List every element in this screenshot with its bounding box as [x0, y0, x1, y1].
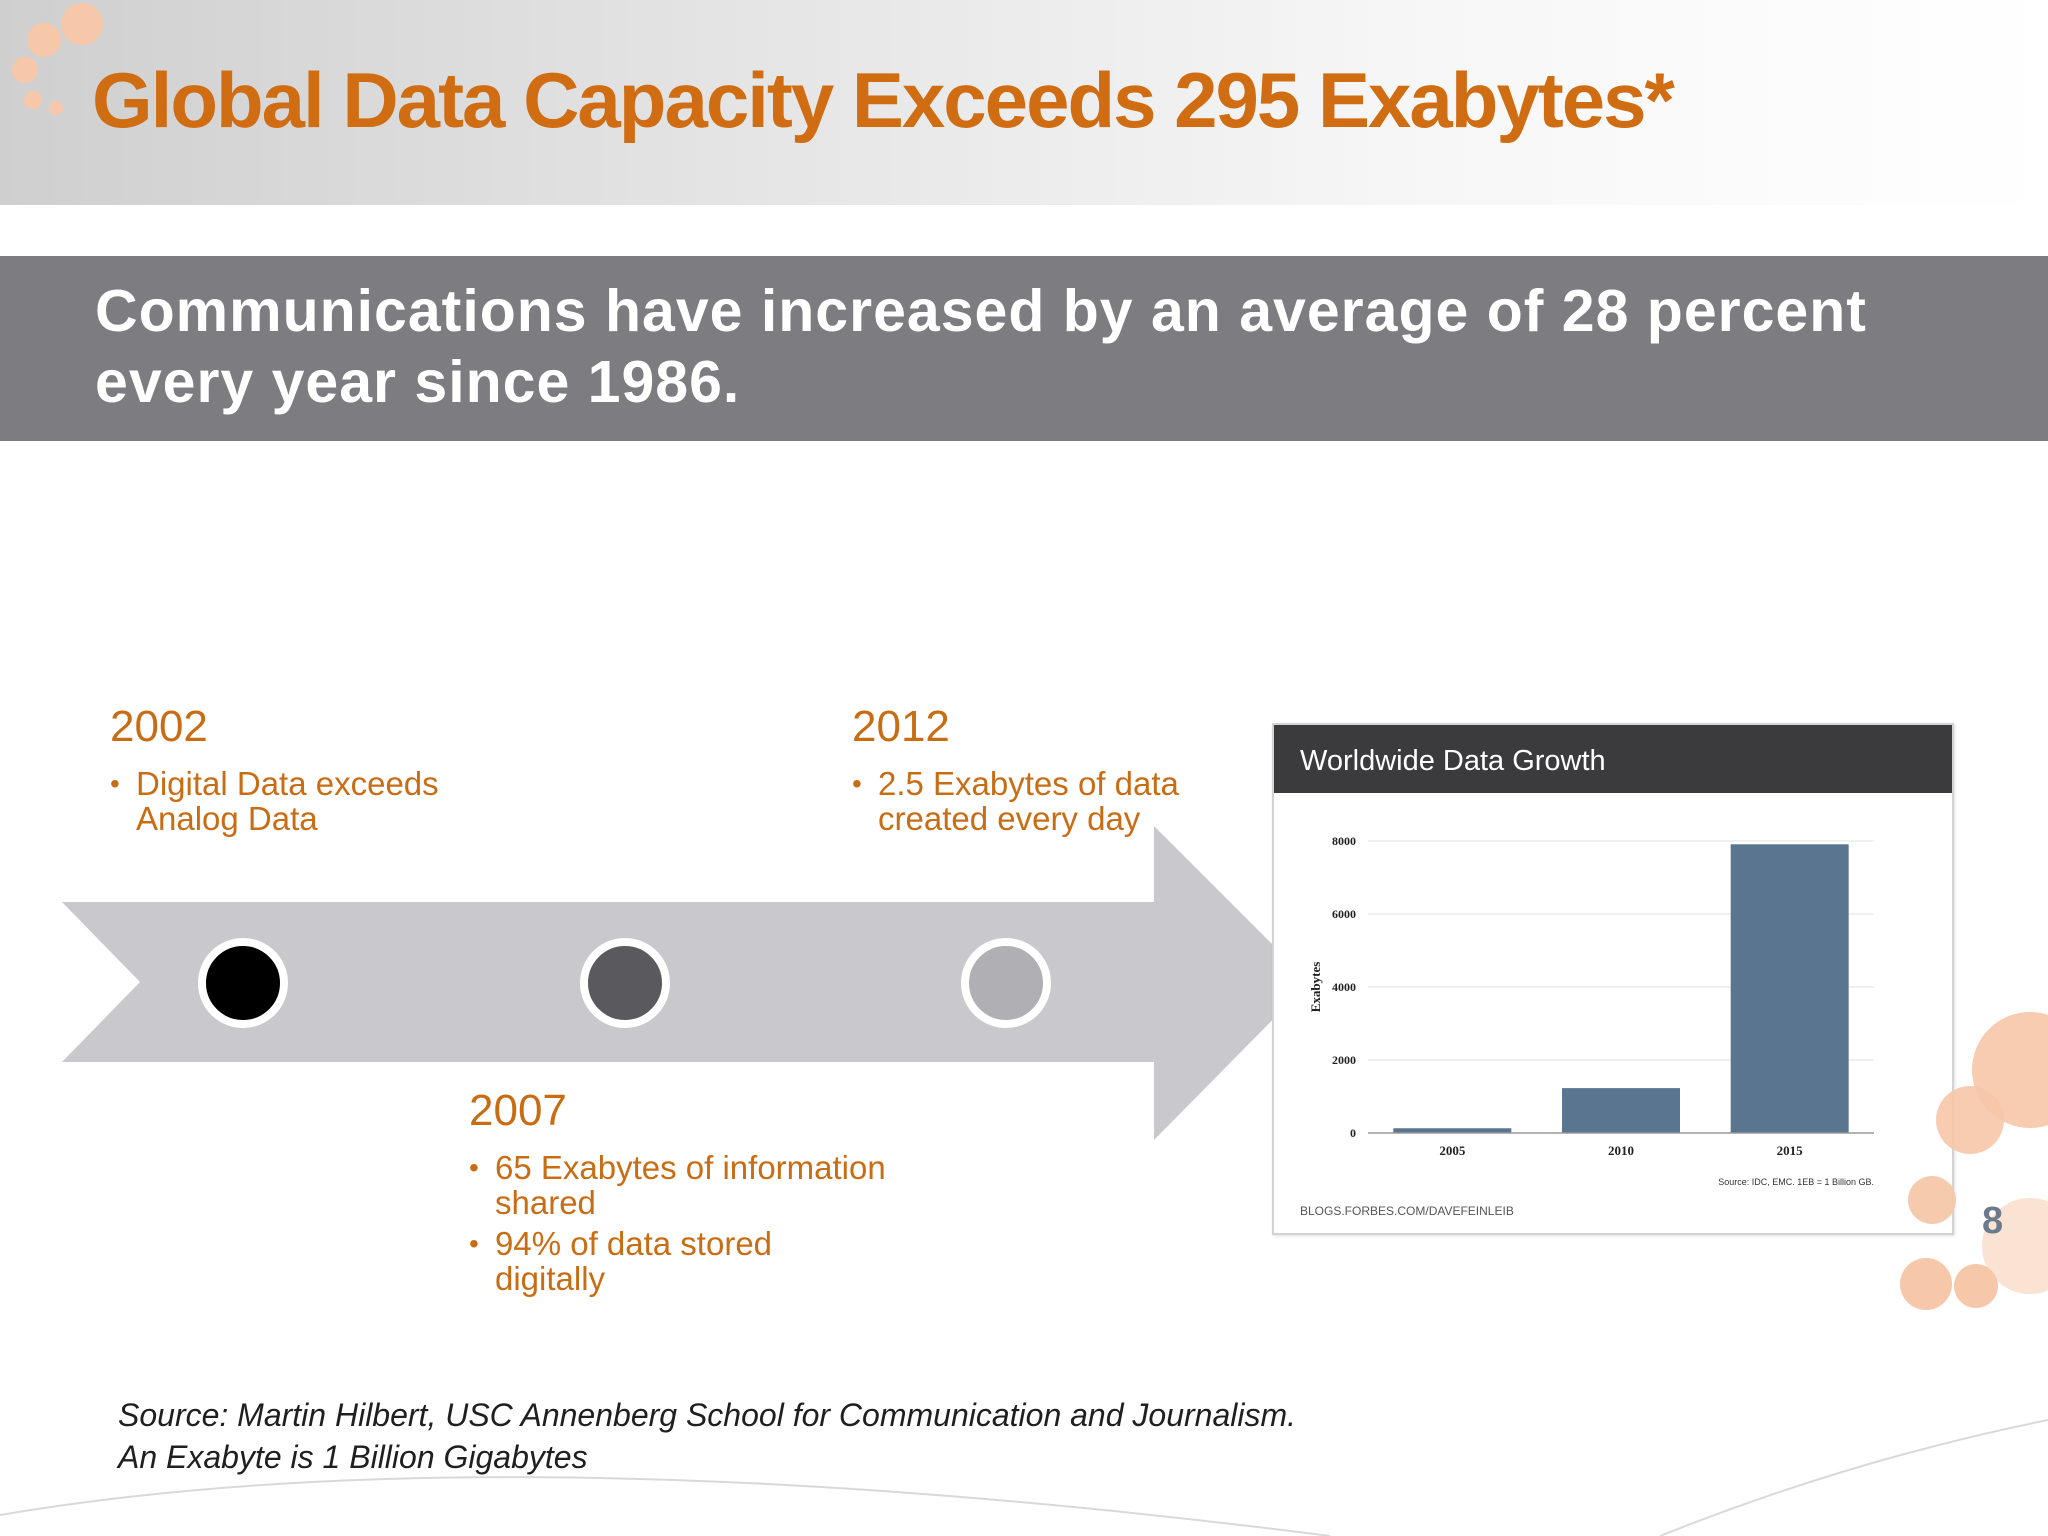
chart-header: [1274, 725, 1952, 793]
milestone-bullet: Digital Data exceeds Analog Data: [110, 766, 470, 836]
chart-title: Worldwide Data Growth: [1300, 745, 1606, 777]
milestone-bullet: 2.5 Exabytes of data created every day: [852, 766, 1212, 836]
chart-bars: [1393, 844, 1849, 1133]
milestone-bullets: 2.5 Exabytes of data created every day: [852, 766, 1212, 836]
page-number: 8: [1982, 1200, 2004, 1242]
decorative-dots-top-left: [12, 3, 103, 115]
chart-bar-2015: [1730, 844, 1849, 1133]
milestone-year: 2002: [110, 702, 208, 751]
timeline-marker-2002: [198, 938, 288, 1028]
banner: [0, 256, 2048, 441]
chart-y-ticks: 0 2000 4000 6000 8000: [1332, 834, 1356, 1140]
milestone-year: 2007: [469, 1086, 567, 1135]
milestone-2007: 2007 65 Exabytes of information shared 9…: [469, 1086, 889, 1302]
chart-x-tick-label: 2015: [1777, 1143, 1804, 1158]
source-citation: Source: Martin Hilbert, USC Annenberg Sc…: [118, 1394, 1296, 1478]
chart-y-tick-label: 4000: [1332, 980, 1356, 994]
header-band: [0, 0, 2048, 205]
chart-y-tick-label: 6000: [1332, 907, 1356, 921]
milestone-bullet: 65 Exabytes of information shared: [469, 1150, 889, 1220]
timeline-marker-2007: [580, 938, 670, 1028]
banner-text: Communications have increased by an aver…: [95, 278, 1867, 415]
chart-y-tick-label: 0: [1350, 1126, 1356, 1140]
chart-x-ticks: 2005 2010 2015: [1439, 1143, 1803, 1158]
milestone-bullets: Digital Data exceeds Analog Data: [110, 766, 470, 836]
decorative-curves-bottom: [0, 1419, 2048, 1536]
timeline-marker-2012: [961, 938, 1051, 1028]
chart-y-tick-label: 8000: [1332, 834, 1356, 848]
chart-source-note: Source: IDC, EMC. 1EB = 1 Billion GB.: [1718, 1177, 1874, 1187]
chart-y-axis-label: Exabytes: [1308, 962, 1323, 1013]
milestone-bullet: 94% of data stored digitally: [469, 1226, 889, 1296]
milestone-year: 2012: [852, 702, 950, 751]
chart-credit: BLOGS.FORBES.COM/DAVEFEINLEIB: [1300, 1204, 1514, 1218]
slide-title: Global Data Capacity Exceeds 295 Exabyte…: [92, 56, 1675, 144]
milestone-2002: 2002 Digital Data exceeds Analog Data: [110, 702, 470, 842]
milestone-bullets: 65 Exabytes of information shared 94% of…: [469, 1150, 889, 1296]
chart-x-tick-label: 2005: [1439, 1143, 1466, 1158]
chart-bar-2010: [1562, 1088, 1680, 1133]
chart-svg: Worldwide Data Growth 02000400060008000 …: [1274, 725, 1952, 1218]
chart-x-tick-label: 2010: [1608, 1143, 1634, 1158]
decorative-circles-right: [1900, 1012, 2048, 1310]
source-line-2: An Exabyte is 1 Billion Gigabytes: [118, 1439, 588, 1475]
data-growth-chart: Worldwide Data Growth 0 2000 4000 6000 8000 …: [1272, 723, 1954, 1235]
chart-y-tick-label: 2000: [1332, 1053, 1356, 1067]
chart-bar-2005: [1393, 1128, 1512, 1133]
milestone-2012: 2012 2.5 Exabytes of data created every …: [852, 702, 1212, 842]
source-line-1: Source: Martin Hilbert, USC Annenberg Sc…: [118, 1397, 1297, 1433]
